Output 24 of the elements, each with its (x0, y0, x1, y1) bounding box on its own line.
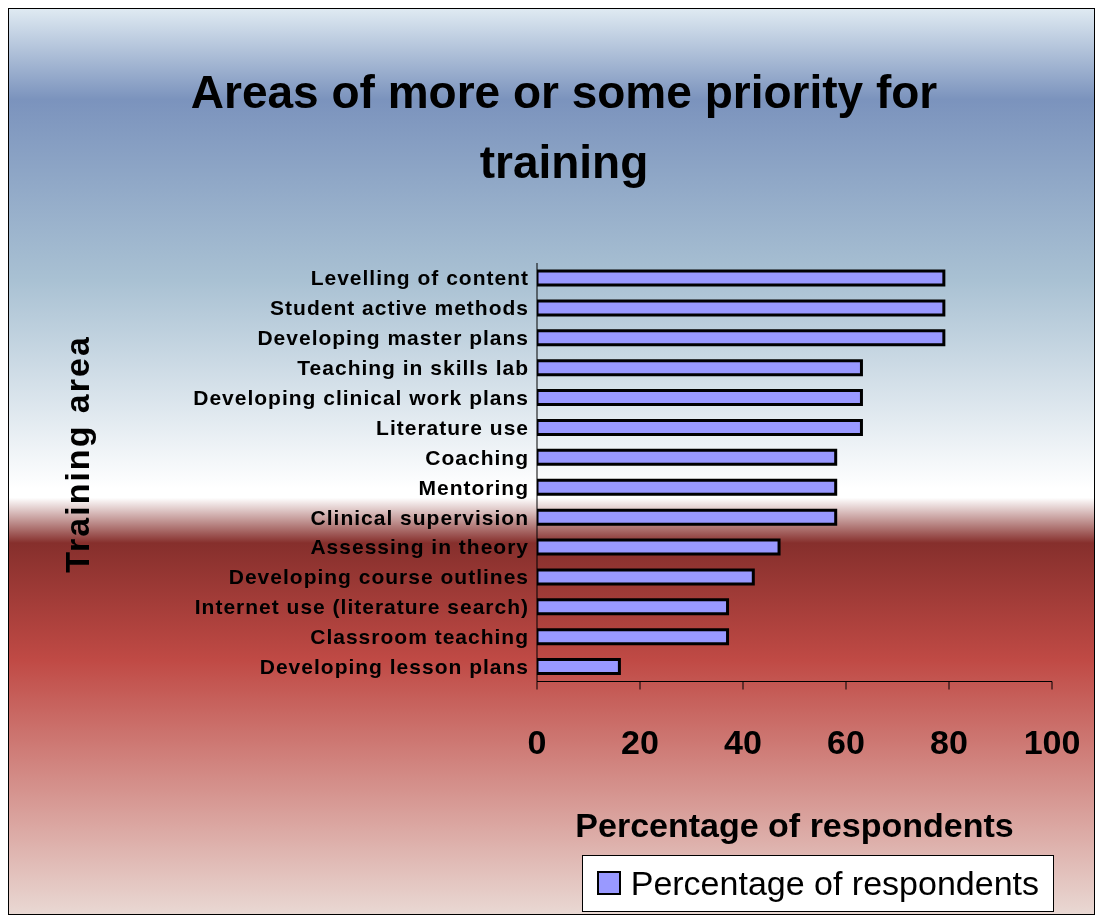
y-tick-label: Coaching (425, 445, 529, 469)
y-tick-label: Clinical supervision (310, 505, 529, 529)
x-tick-label: 20 (621, 722, 659, 761)
y-tick-label: Literature use (376, 415, 529, 439)
x-tick-label: 80 (930, 722, 968, 761)
y-tick-label: Student active methods (270, 296, 529, 320)
y-tick-label: Developing master plans (257, 326, 529, 350)
y-tick-label: Developing clinical work plans (193, 385, 529, 409)
y-tick-label: Developing course outlines (228, 565, 529, 589)
y-tick-label: Developing lesson plans (259, 655, 529, 679)
y-tick-label: Internet use (literature search) (194, 595, 529, 619)
legend-label: Percentage of respondents (629, 863, 1039, 903)
chart-title: Areas of more or some priority for training (189, 65, 939, 190)
y-tick-label: Assessing in theory (310, 535, 529, 559)
x-tick-label: 60 (827, 722, 865, 761)
x-axis-title: Percentage of respondents (575, 805, 1014, 844)
y-tick-label: Teaching in skills lab (297, 356, 529, 380)
x-tick-label: 100 (1023, 722, 1081, 761)
y-tick-label: Classroom teaching (310, 625, 529, 649)
x-tick-label: 0 (527, 722, 547, 761)
x-tick-label: 40 (724, 722, 762, 761)
y-axis-title: Training area (57, 335, 97, 573)
y-tick-label: Mentoring (418, 475, 529, 499)
y-tick-label: Levelling of content (310, 266, 529, 290)
